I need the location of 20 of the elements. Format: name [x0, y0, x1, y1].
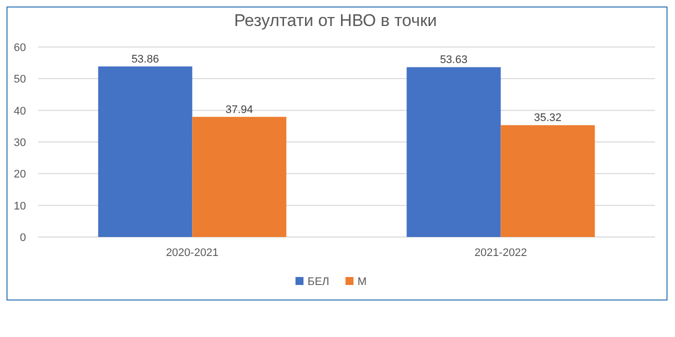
bar: [192, 116, 286, 237]
y-tick-label: 10: [14, 200, 26, 212]
y-tick-label: 60: [14, 42, 26, 54]
data-label: 53.86: [131, 53, 159, 66]
bar: [406, 67, 501, 237]
data-label: 35.32: [534, 112, 562, 124]
bar: [98, 66, 192, 237]
legend-label: М: [358, 276, 367, 288]
legend-label: БЕЛ: [308, 276, 330, 288]
data-label: 37.94: [226, 104, 254, 116]
x-tick-label: 2021-2022: [474, 247, 528, 259]
bar: [500, 125, 595, 237]
y-tick-label: 30: [14, 137, 26, 149]
y-tick-label: 50: [14, 74, 26, 86]
y-tick-label: 40: [14, 105, 26, 118]
data-label: 53.63: [440, 54, 468, 66]
x-tick-label: 2020-2021: [166, 247, 219, 259]
y-tick-label: 20: [14, 168, 26, 181]
chart-title: Резултати от НВО в точки: [234, 11, 437, 30]
y-tick-label: 0: [20, 232, 26, 244]
